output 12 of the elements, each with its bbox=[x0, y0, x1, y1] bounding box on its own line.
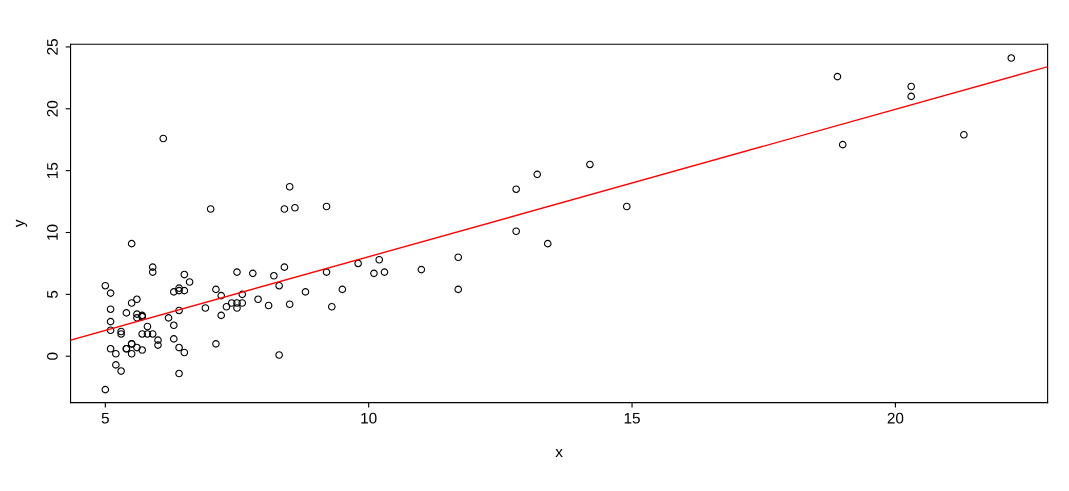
y-tick-label: 0 bbox=[46, 352, 58, 360]
x-tick-label: 5 bbox=[101, 412, 109, 424]
x-axis-title: x bbox=[555, 449, 563, 458]
y-tick-label: 15 bbox=[47, 162, 58, 178]
y-tick-label: 20 bbox=[46, 100, 58, 117]
y-tick-label: 10 bbox=[46, 224, 58, 240]
y-tick-label: 5 bbox=[47, 290, 58, 298]
x-tick-label: 10 bbox=[361, 412, 377, 424]
x-tick-label: 20 bbox=[887, 412, 904, 424]
y-axis-title: y bbox=[15, 219, 28, 228]
y-tick-label: 25 bbox=[46, 39, 58, 55]
x-tick-label: 15 bbox=[624, 412, 640, 424]
